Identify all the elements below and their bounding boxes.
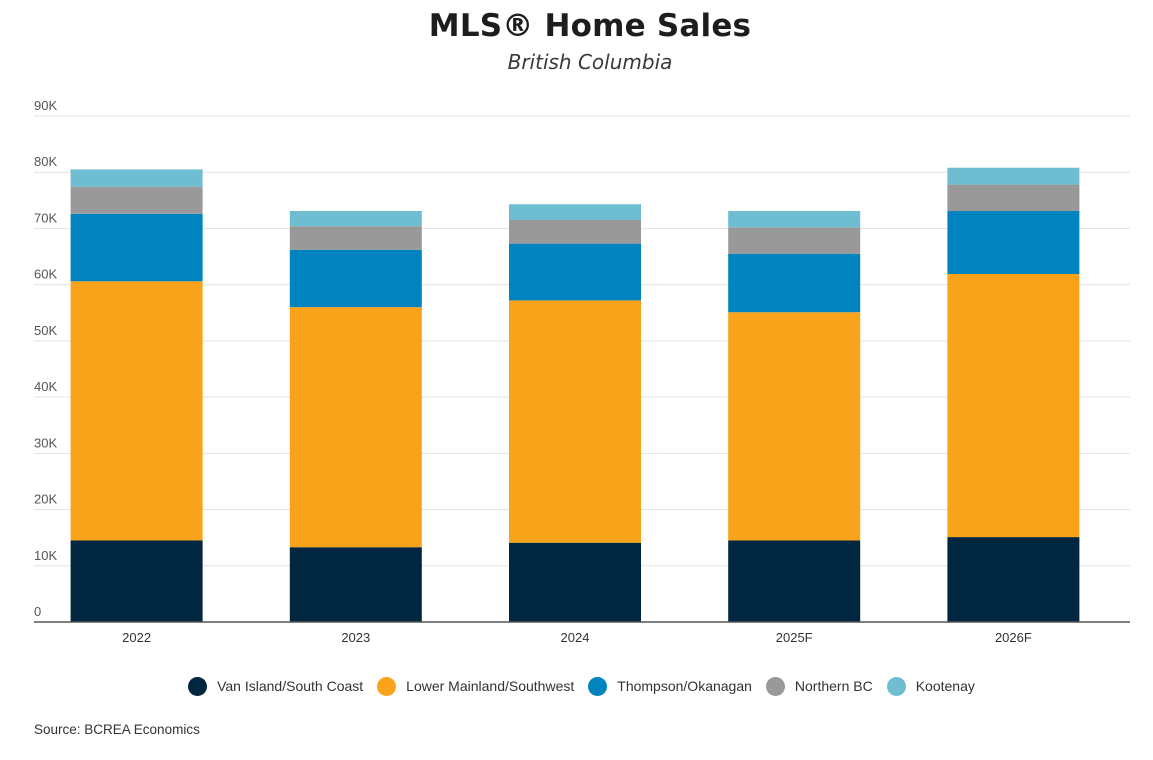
y-tick-label: 60K [34,267,57,282]
bar-segment-lower-mainland-southwest-2022 [70,281,203,541]
y-tick-label: 50K [34,323,57,338]
legend-swatch [765,676,785,696]
y-tick-label: 80K [34,154,57,169]
x-category-label: 2022 [122,630,151,645]
legend-item: Lower Mainland/Southwest [377,676,575,696]
bar-segment-lower-mainland-southwest-2024 [509,300,641,543]
bar-segment-van-island-south-coast-2023 [289,547,422,622]
y-tick-label: 40K [34,379,57,394]
bar-segment-thompson-okanagan-2024 [509,243,641,301]
y-tick-label: 10K [34,548,57,563]
source-note: Source: BCREA Economics [34,722,200,737]
bar-segment-kootenay-2025f [728,211,861,228]
bar-segment-thompson-okanagan-2022 [70,213,203,282]
y-tick-label: 20K [34,492,57,507]
chart-subtitle: British Columbia [507,50,673,74]
x-category-label: 2023 [341,630,370,645]
bar-segment-lower-mainland-southwest-2026f [947,273,1080,538]
x-category-label: 2025F [776,630,813,645]
legend-label: Thompson/Okanagan [617,678,752,694]
y-tick-label: 70K [34,210,57,225]
bar-segment-northern-bc-2022 [70,186,203,214]
chart-title: MLS® Home Sales [428,8,752,44]
legend-label: Van Island/South Coast [217,678,364,694]
legend-item: Van Island/South Coast [188,676,364,696]
legend: Van Island/South Coast Lower Mainland/Sou… [0,672,1153,700]
legend-swatch [377,676,397,696]
bar-segment-northern-bc-2026f [947,184,1080,212]
legend-label: Kootenay [915,678,975,694]
legend-swatch [886,676,906,696]
bar-segment-kootenay-2023 [289,211,422,227]
bar-segment-van-island-south-coast-2025f [728,540,861,622]
legend-item: Kootenay [886,676,975,696]
x-category-label: 2026F [995,630,1032,645]
bar-segment-van-island-south-coast-2024 [509,542,641,622]
y-tick-label: 30K [34,435,57,450]
bars [70,167,1080,622]
bar-segment-kootenay-2026f [947,167,1080,185]
bar-segment-thompson-okanagan-2023 [289,249,422,308]
bar-segment-thompson-okanagan-2025f [728,253,861,313]
y-axis-ticks: 0 10K 20K 30K 40K 50K 60K 70K 80K 90K [34,98,57,619]
x-category-label: 2024 [561,630,590,645]
bar-segment-kootenay-2024 [509,204,641,221]
legend-swatch [188,676,208,696]
legend-swatch [588,676,608,696]
bar-segment-thompson-okanagan-2026f [947,211,1080,274]
legend-item: Thompson/Okanagan [588,676,752,696]
x-axis-categories: 2022 2023 2024 2025F 2026F [122,630,1032,645]
bar-segment-northern-bc-2025f [728,227,861,254]
bar-segment-van-island-south-coast-2022 [70,540,203,622]
bar-segment-lower-mainland-southwest-2025f [728,312,861,541]
y-tick-label: 90K [34,98,57,113]
y-tick-label: 0 [34,604,41,619]
bar-segment-kootenay-2022 [70,169,203,187]
bar-segment-northern-bc-2023 [289,226,422,250]
legend-label: Lower Mainland/Southwest [406,678,575,694]
bar-segment-northern-bc-2024 [509,220,641,244]
bar-segment-van-island-south-coast-2026f [947,537,1080,622]
legend-label: Northern BC [794,678,873,694]
legend-item: Northern BC [765,676,873,696]
bar-segment-lower-mainland-southwest-2023 [289,307,422,548]
